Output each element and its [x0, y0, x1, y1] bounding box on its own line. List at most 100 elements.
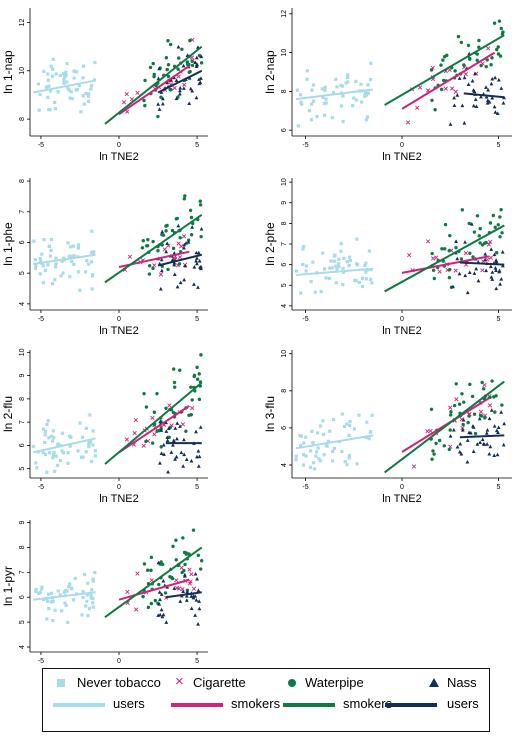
- x-tick-label: -5: [38, 316, 44, 323]
- point-cigarette: [437, 269, 442, 274]
- point-never: [345, 422, 349, 426]
- point-never: [91, 601, 95, 605]
- point-never: [341, 120, 345, 124]
- point-never: [313, 290, 317, 294]
- point-waterpipe: [181, 536, 185, 540]
- point-cigarette: [174, 578, 179, 583]
- point-never: [60, 431, 65, 435]
- point-never: [345, 463, 349, 467]
- point-cigarette: [453, 268, 458, 273]
- point-never: [90, 83, 94, 88]
- point-never: [42, 69, 46, 73]
- point-never: [308, 465, 313, 469]
- point-never: [339, 249, 343, 253]
- point-nass: [479, 94, 483, 99]
- point-nass: [454, 239, 458, 243]
- point-never: [360, 284, 365, 289]
- point-waterpipe: [156, 248, 160, 253]
- point-never: [305, 77, 309, 81]
- point-waterpipe: [180, 47, 184, 51]
- point-waterpipe: [184, 552, 189, 556]
- point-waterpipe: [199, 353, 203, 357]
- point-never: [61, 271, 65, 275]
- point-waterpipe: [173, 385, 177, 389]
- point-never: [82, 102, 86, 106]
- point-never: [38, 591, 42, 595]
- point-cigarette: [180, 422, 186, 427]
- point-never: [367, 437, 371, 441]
- point-nass: [478, 440, 482, 444]
- point-nass: [177, 91, 182, 96]
- point-waterpipe: [442, 54, 447, 59]
- point-never: [50, 600, 54, 604]
- y-tick-label: 8: [19, 179, 26, 183]
- point-never: [304, 264, 309, 268]
- x-axis-label: ln TNE2: [99, 151, 139, 163]
- x-tick-label: -5: [38, 658, 44, 665]
- point-never: [308, 449, 313, 453]
- point-never: [54, 72, 58, 76]
- point-never: [89, 440, 93, 444]
- point-never: [85, 259, 89, 263]
- point-never: [81, 595, 85, 600]
- point-nass: [502, 421, 507, 426]
- point-nass: [178, 280, 183, 285]
- point-nass: [190, 88, 195, 93]
- panel-6: -5 0 5 4 6 8 10 ln TNE2 ln 3-flu: [263, 350, 512, 505]
- point-nass: [161, 578, 166, 583]
- x-axis-label: ln TNE2: [99, 325, 139, 337]
- point-never: [88, 413, 92, 417]
- point-waterpipe: [484, 64, 488, 69]
- point-never: [341, 283, 345, 287]
- point-waterpipe: [477, 38, 481, 43]
- point-waterpipe: [190, 59, 194, 64]
- point-waterpipe: [447, 447, 451, 452]
- point-never: [366, 91, 370, 96]
- point-never: [33, 258, 37, 262]
- point-nass: [465, 459, 470, 464]
- point-never: [319, 290, 323, 294]
- point-never: [76, 246, 81, 250]
- point-never: [315, 114, 319, 119]
- point-nass: [501, 101, 506, 105]
- point-never: [309, 102, 314, 106]
- point-waterpipe: [171, 544, 175, 549]
- point-never: [346, 73, 350, 77]
- point-never: [53, 469, 57, 473]
- point-never: [301, 463, 306, 467]
- legend-label-nass-line2: users: [447, 696, 479, 711]
- point-never: [352, 96, 356, 100]
- y-axis-label: ln 3-flu: [263, 396, 277, 432]
- point-nass: [493, 266, 498, 270]
- point-nass: [190, 225, 195, 229]
- point-nass: [497, 269, 502, 274]
- fit-line-waterpipe: [384, 34, 505, 106]
- point-nass: [499, 86, 504, 90]
- point-never: [348, 255, 352, 259]
- point-never: [58, 73, 62, 78]
- point-never: [311, 99, 316, 103]
- point-nass: [465, 290, 470, 295]
- point-never: [299, 434, 303, 438]
- point-waterpipe: [431, 449, 435, 453]
- point-cigarette: [133, 418, 138, 423]
- point-never: [366, 83, 370, 87]
- point-nass: [192, 265, 197, 269]
- point-waterpipe: [189, 215, 194, 220]
- point-never: [68, 582, 72, 586]
- point-cigarette: [127, 254, 133, 259]
- point-nass: [483, 251, 488, 256]
- point-never: [63, 75, 67, 79]
- point-never: [345, 260, 349, 264]
- point-never: [84, 426, 88, 430]
- point-waterpipe: [140, 246, 145, 250]
- point-waterpipe: [493, 225, 497, 230]
- point-cigarette: [180, 586, 185, 592]
- point-waterpipe: [142, 98, 146, 103]
- point-nass: [193, 594, 198, 598]
- point-never: [91, 429, 95, 433]
- y-tick-label: 7: [19, 210, 26, 214]
- point-never: [45, 422, 49, 427]
- point-waterpipe: [488, 221, 493, 225]
- point-never: [294, 269, 299, 273]
